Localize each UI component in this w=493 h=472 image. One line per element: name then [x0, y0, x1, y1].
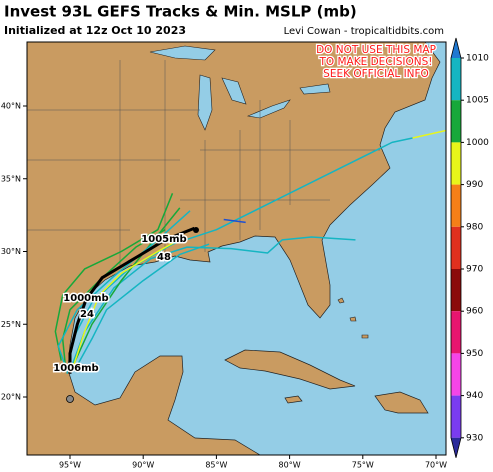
state-borders [27, 60, 380, 265]
ensemble-track [57, 210, 191, 372]
ensemble-track [69, 207, 181, 373]
warning: TO MAKE DECISIONS! [318, 56, 432, 68]
colorbar-band [451, 100, 461, 143]
colorbar-label: 930 [466, 433, 483, 443]
colorbar: 1010 1005 1000 990 980 970 960 950 940 930 [450, 37, 489, 458]
colorbar-cap [451, 437, 461, 458]
lon-label: 80°W [279, 461, 301, 470]
great-lakes [149, 45, 331, 131]
lat-label: 35°N [1, 174, 21, 183]
lat-label: 40°N [1, 102, 21, 111]
land-hispaniola [374, 391, 429, 414]
land-bahamas [337, 297, 369, 339]
track-label: 48 [157, 252, 171, 263]
colorbar-label: 1005 [466, 96, 489, 106]
land-jamaica [284, 395, 303, 404]
lat-label: 30°N [1, 247, 21, 256]
ensemble-track [61, 229, 166, 368]
subtitle: Initialized at 12z Oct 10 2023 [4, 24, 186, 37]
ensemble-track [412, 129, 446, 139]
map-area: 1005mb 48 1000mb 24 1006mb DO NOT USE TH… [27, 42, 446, 455]
colorbar-label: 940 [466, 391, 483, 401]
colorbar-label: 950 [466, 349, 483, 359]
tracks [54, 129, 446, 374]
ensemble-track [72, 236, 185, 369]
ensemble-track [66, 137, 413, 374]
ensemble-track [54, 193, 174, 361]
start-point [66, 395, 74, 403]
warning: DO NOT USE THIS MAP [316, 44, 436, 56]
colorbar-label: 990 [466, 180, 483, 190]
land-north-america [27, 42, 441, 455]
colorbar-band [451, 353, 461, 396]
colorbar-band [451, 311, 461, 354]
credit: Levi Cowan - tropicaltidbits.com [284, 26, 444, 37]
warning: SEEK OFFICIAL INFO [323, 68, 429, 80]
colorbar-band [451, 184, 461, 227]
lon-label: 95°W [59, 461, 81, 470]
lat-label: 20°N [1, 393, 21, 402]
colorbar-band [451, 226, 461, 269]
colorbar-label: 970 [466, 265, 483, 275]
track-label: 1005mb [141, 234, 186, 245]
colorbar-band [451, 269, 461, 312]
land-cuba [224, 349, 356, 390]
mean-track [68, 226, 195, 374]
colorbar-label: 1010 [466, 54, 489, 64]
lon-label: 90°W [132, 461, 154, 470]
lat-label: 25°N [1, 320, 21, 329]
track-label: 24 [80, 309, 94, 320]
track-label: 1006mb [53, 363, 98, 374]
lon-label: 75°W [352, 461, 374, 470]
colorbar-label: 1000 [466, 138, 489, 148]
title: Invest 93L GEFS Tracks & Min. MSLP (mb) [4, 3, 357, 21]
colorbar-band [451, 58, 461, 101]
ensemble-track [223, 218, 246, 224]
colorbar-cap [451, 38, 461, 58]
end-point [193, 227, 199, 233]
map-frame [26, 41, 447, 456]
lon-label: 85°W [205, 461, 227, 470]
ensemble-track [75, 243, 210, 369]
colorbar-label: 960 [466, 307, 483, 317]
colorbar-band [451, 395, 461, 438]
ensemble-track [69, 236, 356, 372]
colorbar-band [451, 142, 461, 185]
track-label: 1000mb [63, 293, 108, 304]
lon-label: 70°W [425, 461, 447, 470]
colorbar-label: 980 [466, 222, 483, 232]
